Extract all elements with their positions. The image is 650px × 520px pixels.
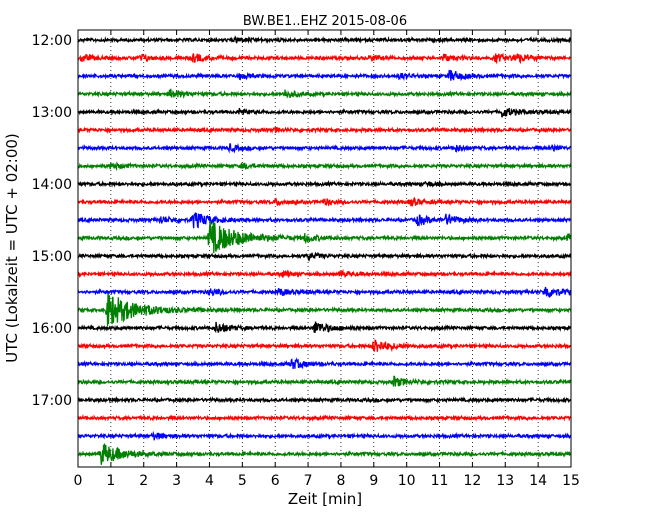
y-tick-label: 14:00 (32, 177, 72, 193)
y-tick-label: 15:00 (32, 249, 72, 265)
x-tick-label: 0 (74, 473, 83, 489)
x-axis-label: Zeit [min] (288, 490, 362, 508)
trace-1500 (77, 251, 572, 262)
trace-1515 (77, 268, 572, 279)
trace-1545 (77, 293, 572, 326)
x-tick-label: 9 (369, 473, 378, 489)
x-axis: 0 1 2 3 4 5 6 7 8 9 10 11 12 13 14 15 (74, 30, 580, 489)
x-tick-label: 6 (271, 473, 280, 489)
x-tick-label: 4 (205, 473, 214, 489)
trace-1615 (77, 339, 572, 353)
trace-1730 (77, 430, 572, 441)
y-tick-label: 17:00 (32, 393, 72, 409)
x-tick-label: 10 (398, 473, 416, 489)
x-tick-label: 13 (496, 473, 514, 489)
trace-1215 (77, 52, 572, 65)
trace-1315 (77, 126, 572, 135)
trace-1200 (77, 35, 572, 45)
x-tick-label: 5 (238, 473, 247, 489)
trace-1745 (77, 443, 572, 465)
x-tick-label: 7 (304, 473, 313, 489)
trace-1400 (77, 179, 572, 188)
trace-1345 (77, 161, 572, 172)
trace-1445 (77, 221, 572, 254)
x-tick-label: 12 (463, 473, 481, 489)
y-tick-label: 12:00 (32, 33, 72, 49)
x-tick-label: 2 (139, 473, 148, 489)
chart-title: BW.BE1..EHZ 2015-08-06 (243, 14, 407, 29)
traces (77, 35, 572, 465)
y-axis: 12:00 13:00 14:00 15:00 16:00 17:00 (32, 33, 571, 409)
trace-1415 (77, 196, 572, 207)
x-tick-label: 3 (172, 473, 181, 489)
grid (110, 30, 539, 467)
y-tick-label: 13:00 (32, 105, 72, 121)
x-tick-label: 14 (529, 473, 547, 489)
trace-1230 (77, 69, 572, 82)
trace-1530 (77, 286, 572, 298)
trace-1630 (77, 357, 572, 370)
trace-1645 (77, 375, 572, 387)
trace-1300 (77, 107, 572, 118)
trace-1430 (77, 212, 572, 229)
y-tick-label: 16:00 (32, 321, 72, 337)
x-tick-label: 11 (431, 473, 449, 489)
trace-1600 (77, 321, 572, 334)
trace-1700 (77, 395, 572, 405)
trace-1330 (77, 142, 572, 154)
x-tick-label: 15 (562, 473, 580, 489)
x-tick-label: 1 (106, 473, 115, 489)
trace-1245 (77, 88, 572, 99)
trace-1715 (77, 413, 572, 423)
plot-frame (77, 29, 572, 468)
y-axis-label: UTC (Lokalzeit = UTC + 02:00) (3, 133, 21, 363)
x-tick-label: 8 (336, 473, 345, 489)
